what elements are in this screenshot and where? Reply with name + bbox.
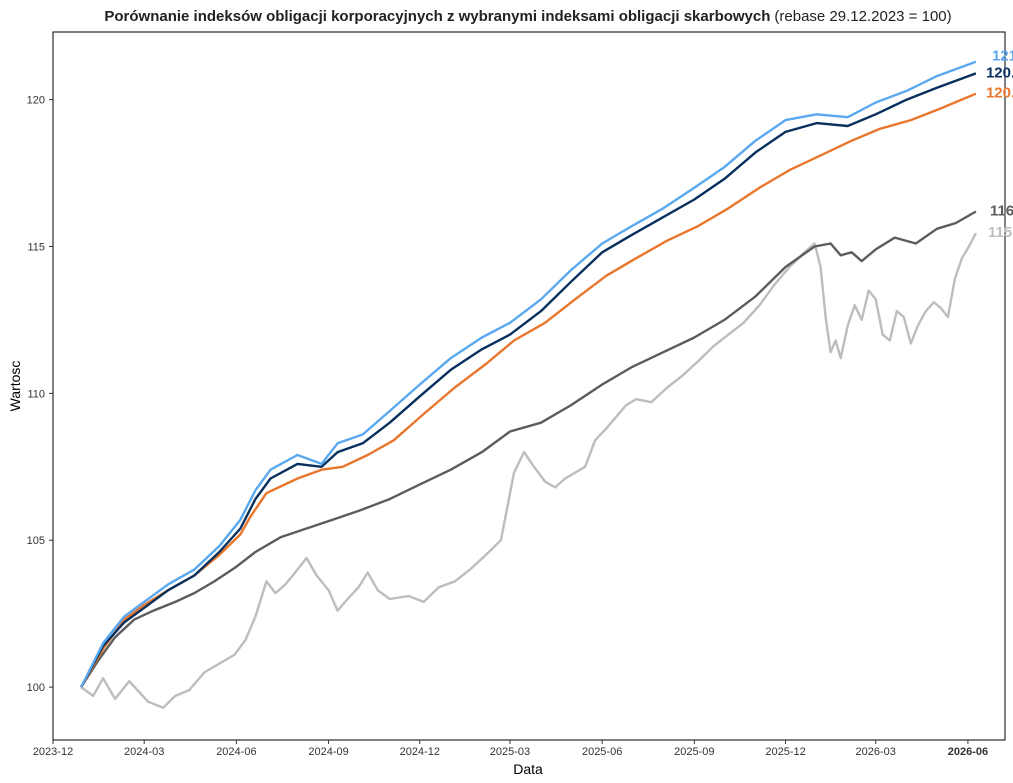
series-line-gpwb-bwz <box>80 210 977 688</box>
x-tick-label: 2026-06 <box>948 746 988 758</box>
end-label-gpwb-bwz: 116.19 GPWB-BWZ <box>990 202 1013 219</box>
x-tick-label: 2025-12 <box>765 746 805 758</box>
end-label-polcbf: 120.20 POLCBF <box>986 85 1013 102</box>
x-tick-label: 2026-03 <box>856 746 896 758</box>
y-tick-label: 120 <box>27 95 45 107</box>
y-tick-label: 100 <box>27 682 45 694</box>
series-line-tbsp-index <box>80 232 977 709</box>
x-tick-label: 2025-09 <box>674 746 714 758</box>
x-tick-label: 2024-12 <box>400 746 440 758</box>
x-tick-label: 2025-03 <box>490 746 530 758</box>
x-tick-label: 2024-09 <box>308 746 348 758</box>
series-end-labels: 115.45 TBSP.Index 116.19 GPWB-BWZ 120.20 P… <box>986 48 1013 242</box>
chart-title-main: Porównanie indeksów obligacji korporacyj… <box>104 8 770 25</box>
x-axis-title: Data <box>513 761 543 777</box>
end-label-tbsp-index: 115.45 TBSP.Index <box>988 224 1013 241</box>
end-label-wipid-catalyst: 121.29 WIPID_Catalyst <box>992 48 1013 65</box>
end-label-wipid: 120.89 WIPID <box>986 64 1013 81</box>
y-tick-label: 110 <box>27 388 45 400</box>
series-line-wipid-catalyst <box>80 60 977 688</box>
chart-subtitle: (rebase 29.12.2023 = 100) <box>774 8 951 25</box>
chart-title: Porównanie indeksów obligacji korporacyj… <box>104 8 951 25</box>
y-axis-title: Wartosc <box>7 361 23 412</box>
x-tick-label: 2023-12 <box>33 746 73 758</box>
y-axis: 100 105 110 115 120 <box>27 95 53 694</box>
x-axis: 2023-12 2024-03 2024-06 2024-09 2024-12 2025-… <box>33 740 988 758</box>
series-line-polcbf <box>80 92 977 688</box>
plot-frame <box>52 31 1006 741</box>
series-line-wipid <box>80 72 977 688</box>
x-tick-label: 2025-06 <box>582 746 622 758</box>
y-tick-label: 115 <box>27 241 45 253</box>
x-tick-label: 2024-03 <box>124 746 164 758</box>
series-lines <box>80 60 977 709</box>
y-tick-label: 105 <box>27 535 45 547</box>
x-tick-label: 2024-06 <box>216 746 256 758</box>
